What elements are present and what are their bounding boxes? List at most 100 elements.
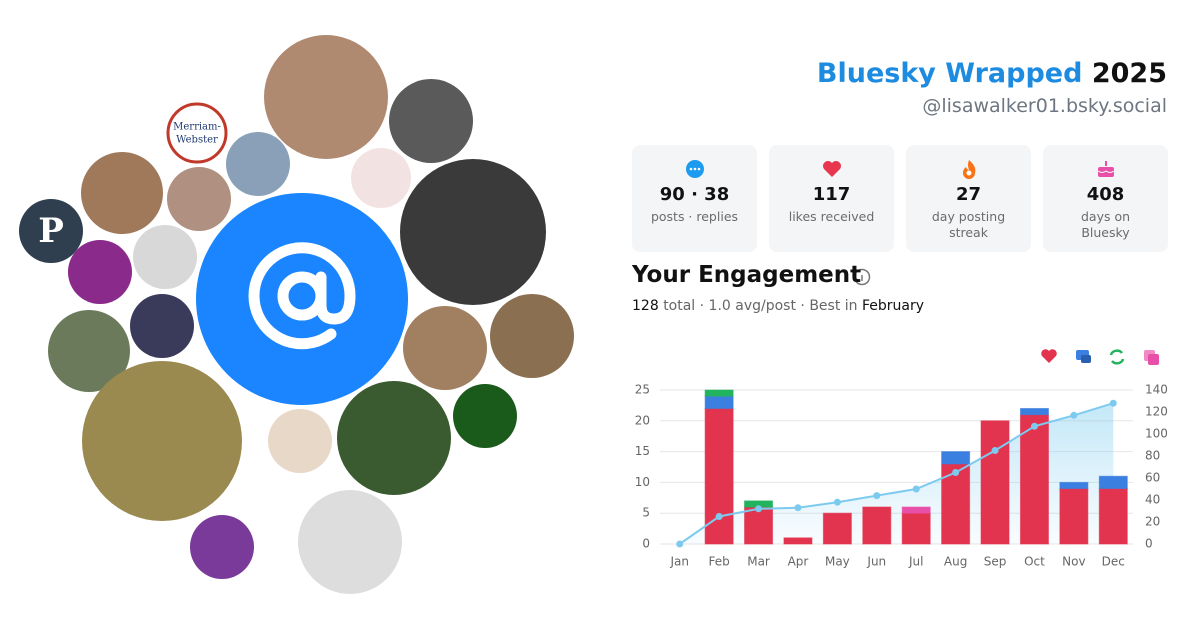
x-tick-label: Mar (747, 555, 770, 569)
avatar-main (196, 193, 408, 405)
avatar (130, 294, 194, 358)
bar-segment (704, 389, 734, 397)
line-point (833, 498, 841, 506)
line-point (676, 540, 684, 548)
avatar (490, 294, 574, 378)
section-title: Your Engagement (632, 262, 862, 288)
avatar (226, 132, 290, 196)
avatar (264, 35, 388, 159)
title-brand: Bluesky Wrapped (816, 58, 1083, 89)
y-tick-label: 20 (635, 413, 650, 427)
bar-segment (704, 407, 734, 545)
line-point (952, 469, 960, 476)
x-tick-label: Sep (984, 555, 1007, 569)
avatar (190, 515, 254, 579)
stat-card: 27 day posting streak (906, 145, 1031, 252)
avatar (133, 225, 197, 289)
summary: 128 total · 1.0 avg/post · Best in Febru… (632, 298, 924, 314)
legend-icon (1041, 349, 1057, 363)
y2-tick-label: 100 (1145, 427, 1168, 441)
avatar (165, 101, 229, 165)
line-point (873, 492, 881, 500)
title-year: 2025 (1091, 58, 1167, 89)
bar-segment (1019, 407, 1049, 416)
bar-segment (1098, 488, 1128, 545)
y2-tick-label: 20 (1145, 515, 1160, 529)
x-tick-label: Jul (908, 555, 923, 569)
avatar-cluster (19, 35, 574, 594)
line-point (1070, 411, 1078, 419)
avatar (337, 381, 451, 495)
bar-segment (1019, 414, 1049, 545)
bar-segment (980, 420, 1010, 545)
avatar (403, 306, 487, 390)
y-tick-label: 10 (635, 475, 650, 489)
stat-label: likes received (788, 209, 875, 224)
avatar (298, 490, 402, 594)
y2-tick-label: 120 (1145, 405, 1168, 419)
line-point (1109, 399, 1117, 407)
x-tick-label: Dec (1102, 555, 1125, 569)
bar-segment (822, 512, 852, 545)
line-point (912, 485, 920, 493)
summary-text: total · 1.0 avg/post · Best in (663, 298, 858, 314)
x-tick-label: Nov (1062, 555, 1085, 569)
total: 128 (632, 298, 659, 314)
bar-segment (941, 451, 971, 465)
logo-text: Webster (176, 135, 218, 146)
avatar (351, 148, 411, 208)
y2-tick-label: 40 (1145, 493, 1160, 507)
y2-tick-label: 140 (1145, 383, 1168, 397)
y-tick-label: 15 (635, 444, 650, 458)
line-point (755, 505, 763, 513)
x-tick-label: Aug (944, 555, 967, 569)
avatar (82, 361, 242, 521)
stat-card: 90 · 38 posts · replies (632, 145, 757, 252)
stat-value: 408 (1086, 184, 1125, 205)
avatar-ring (166, 102, 228, 164)
y-tick-label: 25 (635, 383, 650, 397)
avatar (68, 240, 132, 304)
bar-segment (783, 537, 813, 545)
bar-segment (1098, 475, 1128, 490)
avatar (389, 79, 473, 163)
line-point (794, 504, 802, 512)
x-tick-label: Feb (709, 555, 730, 569)
stat-value: 27 (955, 184, 982, 205)
legend-icon (1081, 355, 1091, 363)
y2-tick-label: 60 (1145, 471, 1160, 485)
logo-text: Merriam- (173, 122, 221, 133)
avatar (81, 152, 163, 234)
at-icon (248, 242, 356, 350)
legend-icon (1109, 349, 1125, 365)
legend-icon (1148, 354, 1159, 365)
avatar (19, 199, 83, 263)
bar-segment (744, 506, 774, 545)
line-point (991, 447, 999, 454)
x-tick-label: Jan (669, 555, 689, 569)
avatar (48, 310, 130, 392)
line-point (715, 513, 723, 520)
line (679, 402, 1114, 545)
stat-value: 117 (812, 184, 851, 205)
bar-segment (1059, 488, 1089, 545)
stat-value: 90 · 38 (659, 184, 730, 205)
y2-tick-label: 0 (1145, 537, 1153, 551)
legend (1041, 349, 1159, 365)
avatar (453, 384, 517, 448)
avatar (400, 159, 546, 305)
handle: @lisawalker01.bsky.social (922, 95, 1167, 117)
avatar (167, 167, 231, 231)
info-icon[interactable] (853, 268, 871, 286)
stat-icon (685, 160, 704, 178)
stat-label: day posting streak (931, 209, 1006, 240)
y2-tick-label: 80 (1145, 449, 1160, 463)
stat-icon (962, 160, 975, 179)
y-tick-label: 0 (642, 537, 650, 551)
x-tick-label: Oct (1024, 555, 1045, 569)
bar-segment (901, 506, 931, 514)
stat-card: 408 days on Bluesky (1043, 145, 1168, 252)
avatar (268, 409, 332, 473)
